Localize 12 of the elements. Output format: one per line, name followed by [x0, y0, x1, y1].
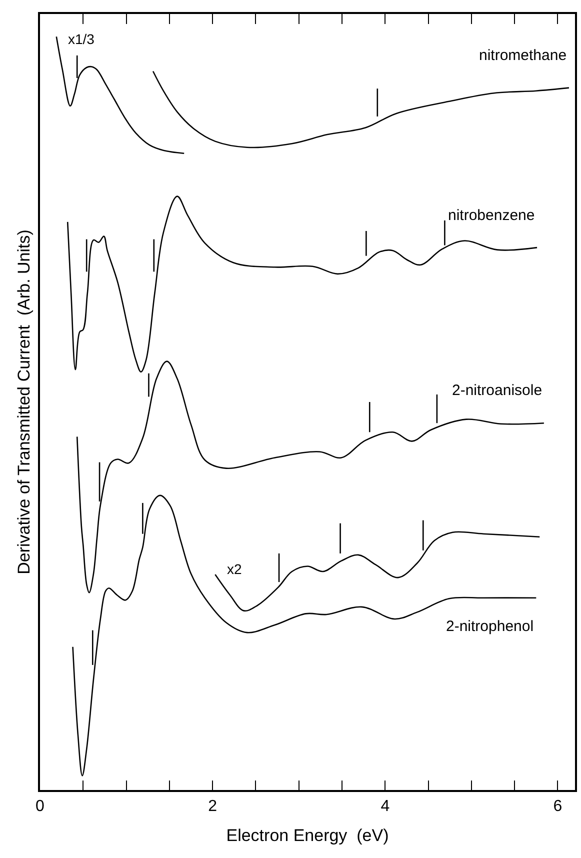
annotation: x1/3	[68, 31, 95, 47]
x-tick-label: 4	[380, 798, 390, 815]
x-tick-label: 2	[208, 798, 218, 815]
x-tick-label: 6	[553, 798, 562, 815]
x-axis-title: Electron Energy (eV)	[226, 826, 389, 845]
series-label: nitromethane	[479, 47, 567, 64]
series-label: 2-nitroanisole	[452, 382, 542, 399]
series-label: 2-nitrophenol	[446, 618, 534, 635]
y-axis-title: Derivative of Transmitted Current (Arb. Units)	[14, 230, 34, 574]
x-tick-label: 0	[36, 798, 45, 815]
annotation: x2	[227, 561, 242, 577]
series-label: nitrobenzene	[448, 207, 535, 224]
